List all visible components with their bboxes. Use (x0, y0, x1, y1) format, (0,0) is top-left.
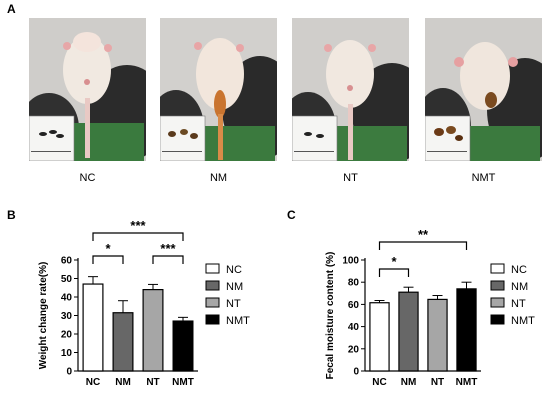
legend-label-nc: NC (226, 264, 242, 276)
significance-bracket (152, 255, 184, 264)
y-tick-label: 100 (342, 256, 359, 267)
x-tick-label: NT (146, 377, 159, 388)
bar-nmt (456, 288, 477, 372)
legend-swatch-nt (205, 297, 220, 308)
legend-label-nc: NC (511, 264, 527, 276)
legend-label-nm: NM (511, 281, 528, 293)
y-axis-title: Weight change rate(%) (38, 262, 49, 370)
legend-label-nt: NT (226, 298, 241, 310)
legend-label-nmt: NMT (511, 315, 535, 327)
y-tick-label: 60 (61, 256, 73, 267)
x-tick-label: NT (431, 377, 444, 388)
legend-label-nm: NM (226, 281, 243, 293)
y-tick-label: 20 (61, 330, 73, 341)
significance-label: * (391, 254, 397, 269)
y-tick-label: 80 (348, 278, 360, 289)
significance-bracket (92, 232, 184, 241)
legend-swatch-nm (205, 280, 220, 291)
y-axis-title: Fecal moisture content (%) (325, 252, 336, 380)
y-tick-label: 0 (66, 367, 72, 378)
bar-nt (427, 298, 448, 372)
panel-label-a: A (7, 2, 16, 16)
y-tick-label: 40 (61, 293, 73, 304)
bar-nmt (172, 320, 194, 372)
legend-label-nt: NT (511, 298, 526, 310)
significance-bracket (378, 268, 410, 277)
mouse-photo-nmt (425, 18, 542, 161)
y-tick-label: 10 (61, 348, 73, 359)
mouse-photo-nc (29, 18, 146, 161)
significance-bracket (92, 255, 124, 264)
y-tick-label: 60 (348, 300, 360, 311)
y-tick-label: 0 (353, 367, 359, 378)
significance-label: *** (160, 241, 176, 256)
significance-bracket (378, 241, 468, 250)
significance-label: * (105, 241, 111, 256)
legend-swatch-nm (490, 280, 505, 291)
photo-label-nm: NM (209, 172, 228, 184)
x-tick-label: NC (372, 377, 386, 388)
photo-label-nmt: NMT (471, 172, 496, 184)
x-tick-label: NM (115, 377, 131, 388)
significance-label: *** (130, 218, 146, 233)
photo-label-nt: NT (343, 172, 358, 184)
y-tick-label: 20 (348, 344, 360, 355)
photo-label-nc: NC (79, 172, 96, 184)
x-tick-label: NM (401, 377, 417, 388)
legend-swatch-nt (490, 297, 505, 308)
chart-fecal-moisture: 0 20 40 60 80 100 Fecal moisture content (%) NC… (325, 227, 535, 388)
legend-swatch-nmt (205, 314, 220, 325)
bar-nm (398, 291, 419, 372)
bar-nt (142, 288, 164, 372)
legend-swatch-nmt (490, 314, 505, 325)
y-tick-label: 30 (61, 311, 73, 322)
legend-swatch-nc (490, 263, 505, 274)
mouse-photo-nm (160, 18, 277, 161)
bar-nm (112, 312, 134, 372)
legend-label-nmt: NMT (226, 315, 250, 327)
legend-swatch-nc (205, 263, 220, 274)
y-tick-label: 40 (348, 322, 360, 333)
chart-weight-change: 0 10 20 30 40 50 60 Weight change rate(%) NC NM NT… (38, 218, 250, 388)
y-tick-label: 50 (61, 274, 73, 285)
panel-label-b: B (7, 208, 16, 222)
mouse-photo-nt (292, 18, 409, 161)
x-tick-label: NMT (172, 377, 194, 388)
panel-label-c: C (287, 208, 296, 222)
x-tick-label: NMT (456, 377, 478, 388)
bar-nc (82, 283, 104, 372)
x-tick-label: NC (86, 377, 100, 388)
bar-nc (369, 302, 390, 372)
significance-label: ** (418, 227, 429, 242)
